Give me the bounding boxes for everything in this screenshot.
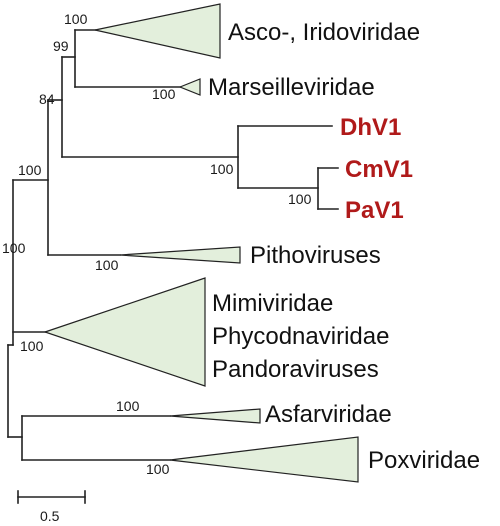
support-value-cmv1-pav1: 100 [288,191,312,207]
support-value-mimi: 100 [20,338,44,354]
support-value-pitho: 100 [95,257,119,273]
marseilleviridae-clade [178,78,201,96]
taxon-label-marseilleviridae: Marseilleviridae [208,74,375,101]
taxon-label-pav1: PaV1 [345,197,404,224]
taxon-label-mimiviridae: Mimiviridae [212,290,333,317]
taxon-label-pithoviruses: Pithoviruses [250,242,381,269]
support-value-marseille: 100 [152,86,176,102]
taxon-label-phycodnaviridae: Phycodnaviridae [212,323,389,350]
poxviridae-clade [169,436,359,483]
taxon-label-asco-iridoviridae: Asco-, Iridoviridae [228,19,420,46]
taxon-label-pandoraviruses: Pandoraviruses [212,356,379,383]
support-value-with-pitho: 100 [18,162,42,178]
mimiviridae-phycodnaviridae-pandoraviruses-clade [43,277,206,387]
taxon-label-asfarviridae: Asfarviridae [265,401,392,428]
tree-branches [7,29,339,461]
support-value-pox: 100 [146,461,170,477]
support-value-dhv1-group: 100 [210,161,234,177]
support-value-upper-group: 84 [39,91,55,107]
asfarviridae-clade [169,408,261,424]
scale-bar: 0.5 [17,490,86,524]
taxon-label-cmv1: CmV1 [345,156,413,183]
asco-iridoviridae-clade [94,3,221,59]
support-value-asfar: 100 [116,398,140,414]
support-value-asco-marseille: 99 [53,38,69,54]
pithoviruses-clade [119,246,241,264]
support-value-root: 100 [2,240,26,256]
support-value-asco: 100 [64,11,88,27]
taxon-label-dhv1: DhV1 [340,114,401,141]
scale-bar-label: 0.5 [40,508,60,524]
taxon-label-poxviridae: Poxviridae [368,447,480,474]
